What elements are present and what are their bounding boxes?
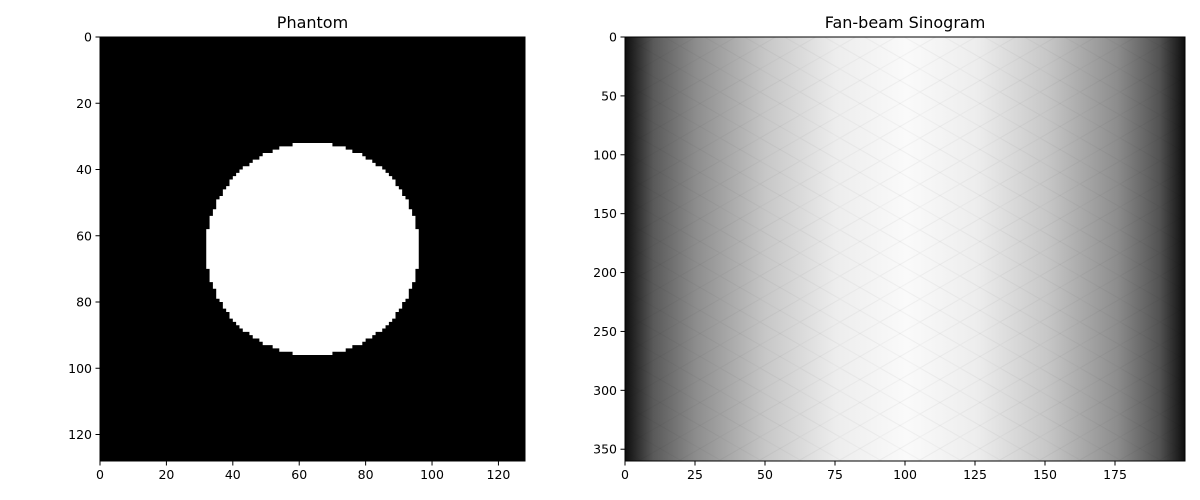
phantom-y-tick-label: 40 <box>76 162 92 177</box>
phantom-x-tick-label: 40 <box>225 467 241 482</box>
phantom-y-tick-label: 100 <box>68 361 92 376</box>
sinogram-x-tick-label: 75 <box>827 467 843 482</box>
sinogram-x-tick-label: 150 <box>1033 467 1057 482</box>
phantom-x-tick-label: 100 <box>420 467 444 482</box>
sinogram-y-tick-label: 150 <box>593 206 617 221</box>
phantom-x-tick-label: 20 <box>158 467 174 482</box>
sinogram-chart: Fan-beam Sinogram 0 25 50 75 100 125 150 175 0 5… <box>593 13 1186 482</box>
phantom-chart: Phantom 0 20 40 60 80 100 120 0 20 40 60 80 100 120 <box>68 13 526 482</box>
sinogram-y-tick-label: 300 <box>593 383 617 398</box>
sinogram-x-tick-label: 100 <box>893 467 917 482</box>
sinogram-y-tick-label: 100 <box>593 147 617 162</box>
sinogram-y-tick-label: 0 <box>609 30 617 45</box>
phantom-x-ticks: 0 20 40 60 80 100 120 <box>96 461 510 482</box>
phantom-y-tick-label: 0 <box>84 30 92 45</box>
sinogram-x-tick-label: 0 <box>621 467 629 482</box>
phantom-x-tick-label: 0 <box>96 467 104 482</box>
sinogram-x-tick-label: 175 <box>1103 467 1127 482</box>
sinogram-y-ticks: 0 50 100 150 200 250 300 350 <box>593 30 625 457</box>
sinogram-texture-overlay <box>625 37 1185 461</box>
phantom-x-tick-label: 60 <box>291 467 307 482</box>
phantom-y-ticks: 0 20 40 60 80 100 120 <box>68 30 100 442</box>
phantom-x-tick-label: 80 <box>358 467 374 482</box>
phantom-y-tick-label: 80 <box>76 295 92 310</box>
phantom-x-tick-label: 120 <box>487 467 511 482</box>
sinogram-y-tick-label: 50 <box>601 88 617 103</box>
phantom-title: Phantom <box>277 13 348 32</box>
sinogram-x-tick-label: 25 <box>687 467 703 482</box>
sinogram-y-tick-label: 250 <box>593 324 617 339</box>
sinogram-y-tick-label: 200 <box>593 265 617 280</box>
sinogram-y-tick-label: 350 <box>593 442 617 457</box>
phantom-y-tick-label: 20 <box>76 96 92 111</box>
sinogram-x-ticks: 0 25 50 75 100 125 150 175 <box>621 461 1127 482</box>
sinogram-title: Fan-beam Sinogram <box>825 13 986 32</box>
phantom-y-tick-label: 120 <box>68 427 92 442</box>
sinogram-x-tick-label: 50 <box>757 467 773 482</box>
phantom-frame <box>99 36 526 462</box>
sinogram-x-tick-label: 125 <box>963 467 987 482</box>
phantom-y-tick-label: 60 <box>76 228 92 243</box>
phantom-disk <box>206 143 419 355</box>
